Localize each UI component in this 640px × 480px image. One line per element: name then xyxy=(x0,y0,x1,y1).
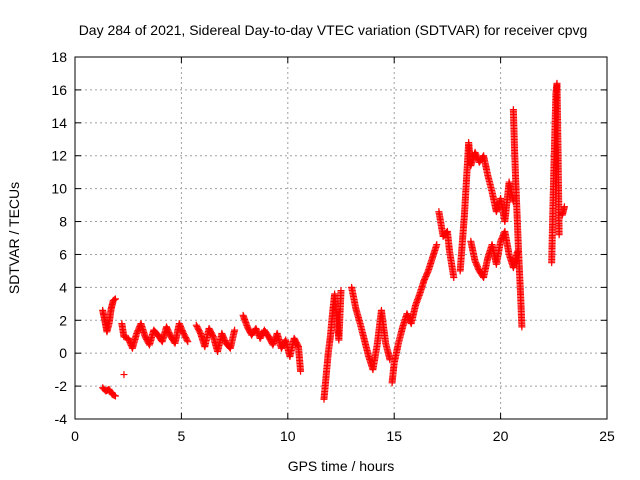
grid xyxy=(75,57,607,419)
data-points xyxy=(99,79,568,403)
data-point xyxy=(560,203,568,211)
y-axis-label: SDTVAR / TECUs xyxy=(6,182,22,294)
y-tick-label: 2 xyxy=(59,312,67,328)
y-tick-label: 18 xyxy=(51,49,67,65)
x-tick-label: 20 xyxy=(493,428,509,444)
x-tick-label: 10 xyxy=(280,428,296,444)
y-tick-label: 12 xyxy=(51,148,67,164)
chart-title: Day 284 of 2021, Sidereal Day-to-day VTE… xyxy=(79,22,588,38)
y-tick-label: 14 xyxy=(51,115,67,131)
y-tick-label: 10 xyxy=(51,181,67,197)
data-point xyxy=(231,326,239,334)
y-tick-label: 6 xyxy=(59,246,67,262)
y-tick-label: -2 xyxy=(55,378,68,394)
data-point xyxy=(111,295,119,303)
data-point xyxy=(110,296,118,304)
y-tick-label: 8 xyxy=(59,214,67,230)
y-tick-label: -4 xyxy=(55,411,68,427)
data-point xyxy=(450,273,458,281)
x-tick-label: 15 xyxy=(386,428,402,444)
data-point xyxy=(183,336,191,344)
y-tick-label: 0 xyxy=(59,345,67,361)
data-point xyxy=(555,231,563,239)
plot-frame xyxy=(74,56,608,420)
data-point xyxy=(433,241,441,249)
data-point xyxy=(120,371,128,379)
y-tick-label: 16 xyxy=(51,82,67,98)
data-point xyxy=(518,323,526,331)
x-tick-label: 5 xyxy=(178,428,186,444)
data-point xyxy=(297,367,305,375)
data-point xyxy=(337,287,345,295)
data-point xyxy=(184,338,192,346)
x-axis-label: GPS time / hours xyxy=(288,458,395,474)
axes: 0 5 10 15 20 25 -4 -2 0 2 4 6 8 10 12 14 16 18 xyxy=(51,49,615,444)
y-tick-label: 4 xyxy=(59,279,67,295)
data-point xyxy=(111,392,119,400)
x-tick-label: 25 xyxy=(599,428,615,444)
x-tick-label: 0 xyxy=(71,428,79,444)
